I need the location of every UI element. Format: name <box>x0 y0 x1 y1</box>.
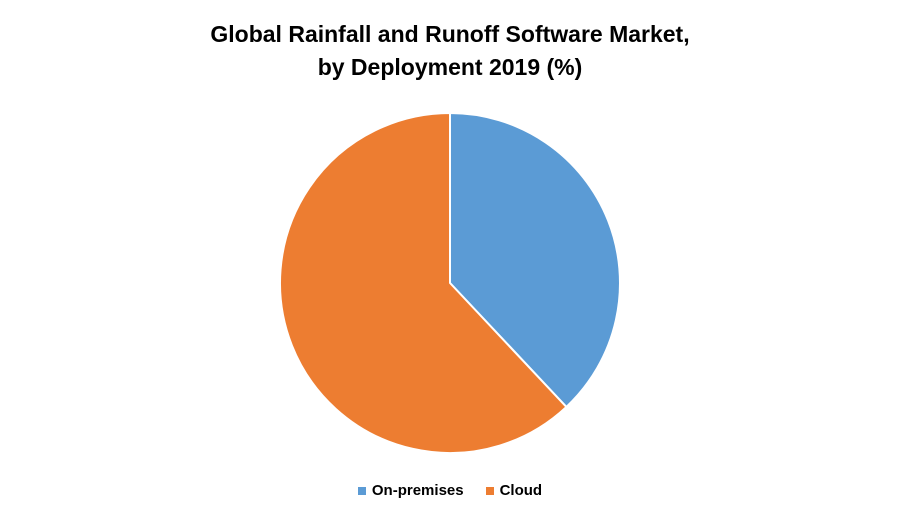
legend-item-on-premises: On-premises <box>357 482 464 499</box>
legend-label-on-premises: On-premises <box>371 482 464 499</box>
chart-title-line-2: by Deployment 2019 (%) <box>317 54 583 80</box>
pie-slice-on-premises <box>449 112 621 408</box>
legend-swatch-cloud <box>485 486 494 495</box>
legend-label-cloud: Cloud <box>499 482 543 499</box>
chart-title-line-1: Global Rainfall and Runoff Software Mark… <box>210 21 690 47</box>
legend-swatch-on-premises <box>357 486 366 495</box>
chart-title: Global Rainfall and Runoff Software Mark… <box>0 18 900 84</box>
pie-slice-cloud <box>279 112 568 454</box>
legend: On-premises Cloud <box>0 482 900 499</box>
legend-item-cloud: Cloud <box>485 482 543 499</box>
